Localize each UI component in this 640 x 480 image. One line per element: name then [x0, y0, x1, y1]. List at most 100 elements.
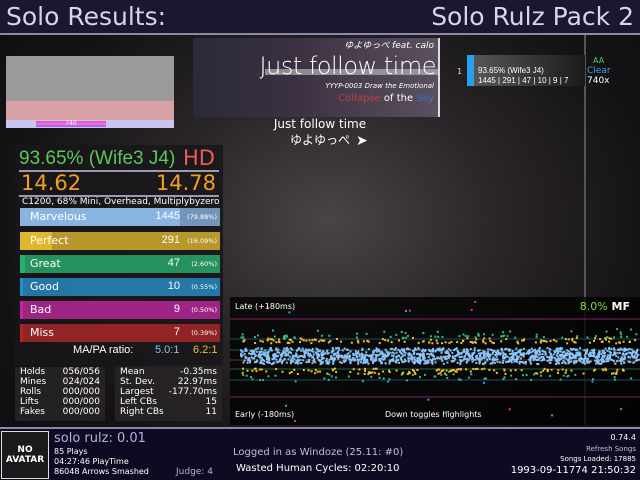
- tap-offset-point: [431, 342, 434, 345]
- tap-offset-point: [517, 342, 520, 345]
- late-label: Late (+180ms): [235, 302, 296, 311]
- tap-offset-point: [505, 338, 508, 341]
- tap-offset-point: [456, 349, 459, 352]
- judgment-percent: (0.55%): [191, 283, 217, 291]
- tap-offset-point: [420, 359, 423, 362]
- tap-offset-point: [459, 352, 462, 355]
- tap-offset-point: [625, 348, 628, 351]
- tap-offset-point: [575, 348, 578, 351]
- tap-offset-point: [454, 348, 457, 351]
- tap-offset-point: [271, 329, 274, 332]
- tap-offset-point: [399, 349, 402, 352]
- tap-offset-point: [327, 362, 330, 365]
- tap-offset-point: [604, 337, 607, 340]
- tap-offset-point: [487, 354, 490, 357]
- tap-offset-point: [436, 342, 439, 345]
- tap-offset-point: [566, 352, 569, 355]
- tap-offset-point: [307, 369, 310, 372]
- tap-offset-point: [529, 359, 532, 362]
- tap-offset-point: [375, 354, 378, 357]
- tap-offset-point: [502, 352, 505, 355]
- tap-offset-point: [610, 337, 613, 340]
- tap-offset-point: [503, 369, 506, 372]
- tap-offset-point: [328, 361, 331, 364]
- tap-offset-point: [416, 368, 419, 371]
- tap-offset-point: [349, 371, 352, 374]
- tap-offset-point: [400, 359, 403, 362]
- tap-offset-point: [251, 369, 254, 372]
- tap-offset-point: [562, 374, 565, 377]
- refresh-songs-button[interactable]: Refresh Songs: [586, 445, 636, 453]
- tap-offset-point: [288, 355, 291, 358]
- offset-plot[interactable]: [230, 297, 640, 425]
- tap-offset-point: [576, 354, 579, 357]
- tap-offset-point: [432, 347, 435, 350]
- tap-offset-point: [478, 361, 481, 364]
- tap-offset-point: [459, 378, 462, 381]
- tap-offset-point: [295, 353, 298, 356]
- tap-offset-point: [244, 350, 247, 353]
- tap-offset-point: [507, 348, 510, 351]
- tap-offset-point: [463, 356, 466, 359]
- tap-offset-point: [597, 361, 600, 364]
- tap-offset-point: [357, 350, 360, 353]
- tap-offset-point: [318, 350, 321, 353]
- tap-offset-point: [483, 337, 486, 340]
- tap-offset-point: [365, 351, 368, 354]
- tap-offset-point: [332, 359, 335, 362]
- tap-offset-point: [389, 351, 392, 354]
- tap-offset-point: [525, 352, 528, 355]
- tap-offset-point: [478, 359, 481, 362]
- tap-offset-point: [541, 353, 544, 356]
- tap-offset-point: [538, 347, 541, 350]
- scoreboard-entry[interactable]: 93.65% (Wife3 J4) 1445 | 291 | 47 | 10 |…: [467, 55, 585, 86]
- tap-offset-point: [280, 355, 283, 358]
- tap-offset-point: [377, 372, 380, 375]
- tap-offset-point: [609, 351, 612, 354]
- tap-offset-point: [315, 347, 318, 350]
- tap-offset-point: [621, 348, 624, 351]
- radar-stat-row: Rolls 000/000: [15, 387, 105, 397]
- tap-offset-point: [482, 353, 485, 356]
- tap-offset-point: [289, 347, 292, 350]
- tap-offset-point: [566, 375, 569, 378]
- tap-offset-point: [288, 342, 291, 345]
- radar-stat-row: Holds 056/056: [15, 367, 105, 377]
- tap-offset-point: [357, 372, 360, 375]
- tap-offset-point: [509, 360, 512, 363]
- judgment-row-good: Good 10 (0.55%): [20, 278, 220, 296]
- tap-offset-point: [441, 342, 444, 345]
- tap-offset-point: [613, 353, 616, 356]
- tap-offset-point: [248, 359, 251, 362]
- tap-offset-point: [326, 350, 329, 353]
- tap-offset-point: [454, 357, 457, 360]
- tap-offset-point: [378, 350, 381, 353]
- avatar[interactable]: NO AVATAR: [1, 431, 49, 479]
- tap-offset-point: [471, 357, 474, 360]
- tap-offset-point: [347, 352, 350, 355]
- tap-offset-point: [428, 349, 431, 352]
- tap-offset-point: [630, 354, 633, 357]
- tap-offset-point: [408, 372, 411, 375]
- tap-offset-point: [273, 335, 276, 338]
- tap-offset-point: [540, 374, 543, 377]
- tap-offset-point: [602, 369, 605, 372]
- tap-offset-point: [247, 358, 250, 361]
- tap-offset-point: [347, 375, 350, 378]
- tap-offset-point: [534, 348, 537, 351]
- judgment-count: 7: [173, 326, 180, 338]
- tap-offset-point: [284, 349, 287, 352]
- tap-offset-point: [393, 352, 396, 355]
- chart-preview[interactable]: 740: [6, 56, 174, 128]
- login-status[interactable]: Logged in as Windoze (25.11: #0): [233, 447, 404, 458]
- tap-offset-point: [561, 347, 564, 350]
- miss-point: [508, 408, 511, 411]
- tap-offset-point: [286, 353, 289, 356]
- tap-offset-point: [614, 362, 617, 365]
- tap-offset-point: [517, 350, 520, 353]
- tap-offset-point: [541, 358, 544, 361]
- tap-offset-point: [470, 373, 473, 376]
- wife-percent: 93.65% (Wife3 J4): [19, 148, 176, 169]
- tap-offset-point: [594, 368, 597, 371]
- tap-offset-point: [512, 352, 515, 355]
